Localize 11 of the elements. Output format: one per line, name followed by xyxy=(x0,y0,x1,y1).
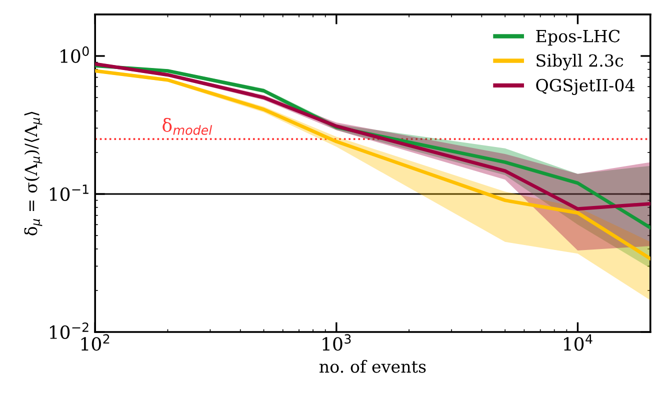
y-tick-label: 10$^{0}$ xyxy=(60,46,89,63)
legend-label: QGSjetII-04 xyxy=(536,78,635,95)
legend-label: Sibyll 2.3c xyxy=(536,54,624,70)
ref-line-label: δ$_{model}$ xyxy=(162,118,212,135)
x-axis-title: no. of events xyxy=(319,360,426,373)
y-tick-label: 10$^{−1}$ xyxy=(50,184,88,201)
x-tick-label: 10$^{4}$ xyxy=(564,334,592,351)
x-tick-label: 10$^{3}$ xyxy=(322,334,351,351)
legend-label: Epos-LHC xyxy=(536,30,620,46)
x-tick-label: 10$^{2}$ xyxy=(81,334,110,351)
y-axis-title: δ$_{μ}$ = σ(Λ$_{μ}$)/⟨Λ$_{μ}$⟩ xyxy=(24,112,42,236)
